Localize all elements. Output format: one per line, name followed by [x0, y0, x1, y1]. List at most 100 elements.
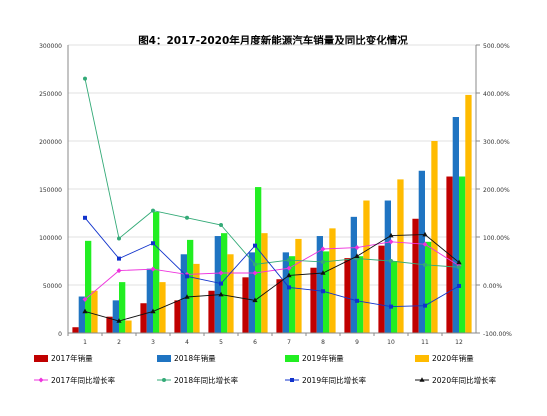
legend-marker — [419, 377, 425, 382]
bar-3-9 — [357, 256, 364, 333]
bar-1-3 — [140, 303, 147, 333]
point-4-12 — [456, 259, 462, 265]
point-1-3 — [150, 266, 156, 272]
bar-1-1 — [72, 327, 79, 333]
x-tick-label: 3 — [151, 339, 155, 346]
point-2-6 — [253, 262, 257, 267]
bar-3-3 — [153, 212, 160, 333]
y-right-tick-label: -100.00% — [483, 331, 512, 338]
bar-4-2 — [125, 320, 132, 333]
point-2-12 — [457, 265, 461, 270]
y-left-tick-label: 100000 — [39, 235, 62, 242]
bar-2-6 — [248, 252, 255, 333]
point-3-2 — [117, 256, 121, 261]
line-series-3 — [84, 217, 460, 308]
point-3-10 — [389, 304, 393, 309]
bar-2-8 — [316, 236, 323, 333]
bar-3-2 — [119, 282, 126, 333]
point-1-2 — [116, 268, 122, 274]
x-tick-label: 2 — [117, 339, 121, 346]
point-1-6 — [252, 270, 258, 276]
point-1-7 — [286, 265, 292, 271]
y-left-tick-label: 50000 — [43, 283, 62, 290]
legend-label: 2019年同比增长率 — [302, 375, 367, 385]
bar-1-11 — [412, 218, 419, 333]
point-4-10 — [388, 232, 394, 238]
legend-label: 2017年同比增长率 — [51, 375, 116, 385]
line-series-2 — [84, 78, 460, 268]
legend-swatch — [34, 355, 48, 362]
bar-2-3 — [146, 268, 153, 333]
point-3-6 — [253, 243, 257, 248]
y-left-tick-label: 300000 — [39, 43, 62, 50]
legend-label: 2020年同比增长率 — [432, 375, 497, 385]
y-left-tick-label: 150000 — [39, 187, 62, 194]
bar-1-6 — [242, 277, 249, 333]
y-right-tick-label: 500.00% — [483, 43, 510, 50]
point-3-7 — [287, 285, 291, 290]
bar-2-5 — [214, 236, 221, 333]
bar-1-5 — [208, 290, 215, 333]
x-tick-label: 11 — [421, 339, 429, 346]
bar-2-11 — [418, 170, 425, 333]
bar-2-4 — [180, 254, 187, 333]
bar-4-1 — [91, 290, 98, 333]
x-tick-label: 9 — [355, 339, 359, 346]
point-3-12 — [457, 283, 461, 288]
x-tick-label: 8 — [321, 339, 325, 346]
y-right-tick-label: 0.00% — [483, 283, 502, 290]
bar-2-1 — [78, 296, 85, 333]
bar-1-9 — [344, 258, 351, 333]
bar-1-7 — [276, 279, 283, 333]
point-3-9 — [355, 298, 359, 303]
point-3-8 — [321, 289, 325, 294]
point-1-10 — [388, 239, 394, 245]
bar-4-11 — [431, 141, 438, 333]
legend-label: 2018年销量 — [174, 353, 216, 363]
legend-swatch — [157, 355, 171, 362]
legend-label: 2017年销量 — [51, 353, 93, 363]
x-tick-label: 1 — [83, 339, 87, 346]
bar-1-8 — [310, 267, 317, 333]
bar-4-8 — [329, 228, 336, 333]
legend-marker — [290, 378, 294, 382]
legend-swatch — [285, 355, 299, 362]
point-1-8 — [320, 246, 326, 252]
bar-3-5 — [221, 233, 228, 333]
bar-1-2 — [106, 316, 113, 333]
point-4-3 — [150, 308, 156, 314]
point-2-3 — [151, 208, 155, 213]
bar-3-6 — [255, 187, 262, 333]
legend-label: 2020年销量 — [432, 353, 474, 363]
point-4-1 — [82, 308, 88, 314]
legend-swatch — [415, 355, 429, 362]
bar-2-12 — [452, 117, 459, 333]
point-4-9 — [354, 253, 360, 258]
bar-4-9 — [363, 200, 370, 333]
point-3-1 — [83, 215, 87, 220]
x-tick-label: 10 — [387, 339, 395, 346]
y-left-tick-label: 250000 — [39, 91, 62, 98]
bar-4-6 — [261, 233, 268, 333]
point-4-6 — [252, 297, 258, 303]
bar-2-2 — [112, 300, 119, 333]
point-1-11 — [422, 241, 428, 247]
point-2-10 — [389, 259, 393, 263]
x-tick-label: 7 — [287, 339, 291, 346]
bar-4-12 — [465, 94, 472, 333]
point-4-11 — [422, 231, 428, 237]
bar-3-10 — [391, 261, 398, 333]
point-2-8 — [321, 259, 325, 264]
point-2-4 — [185, 215, 189, 220]
point-3-5 — [219, 281, 223, 286]
y-right-tick-label: 200.00% — [483, 187, 510, 194]
x-tick-label: 5 — [219, 339, 223, 346]
y-left-tick-label: 200000 — [39, 139, 62, 146]
bar-4-4 — [193, 263, 200, 333]
point-1-5 — [218, 270, 224, 276]
bar-3-11 — [425, 241, 432, 333]
y-right-tick-label: 300.00% — [483, 139, 510, 146]
chart-title: 图4：2017-2020年月度新能源汽车销量及同比变化情况 — [138, 34, 408, 47]
x-tick-label: 6 — [253, 339, 257, 346]
